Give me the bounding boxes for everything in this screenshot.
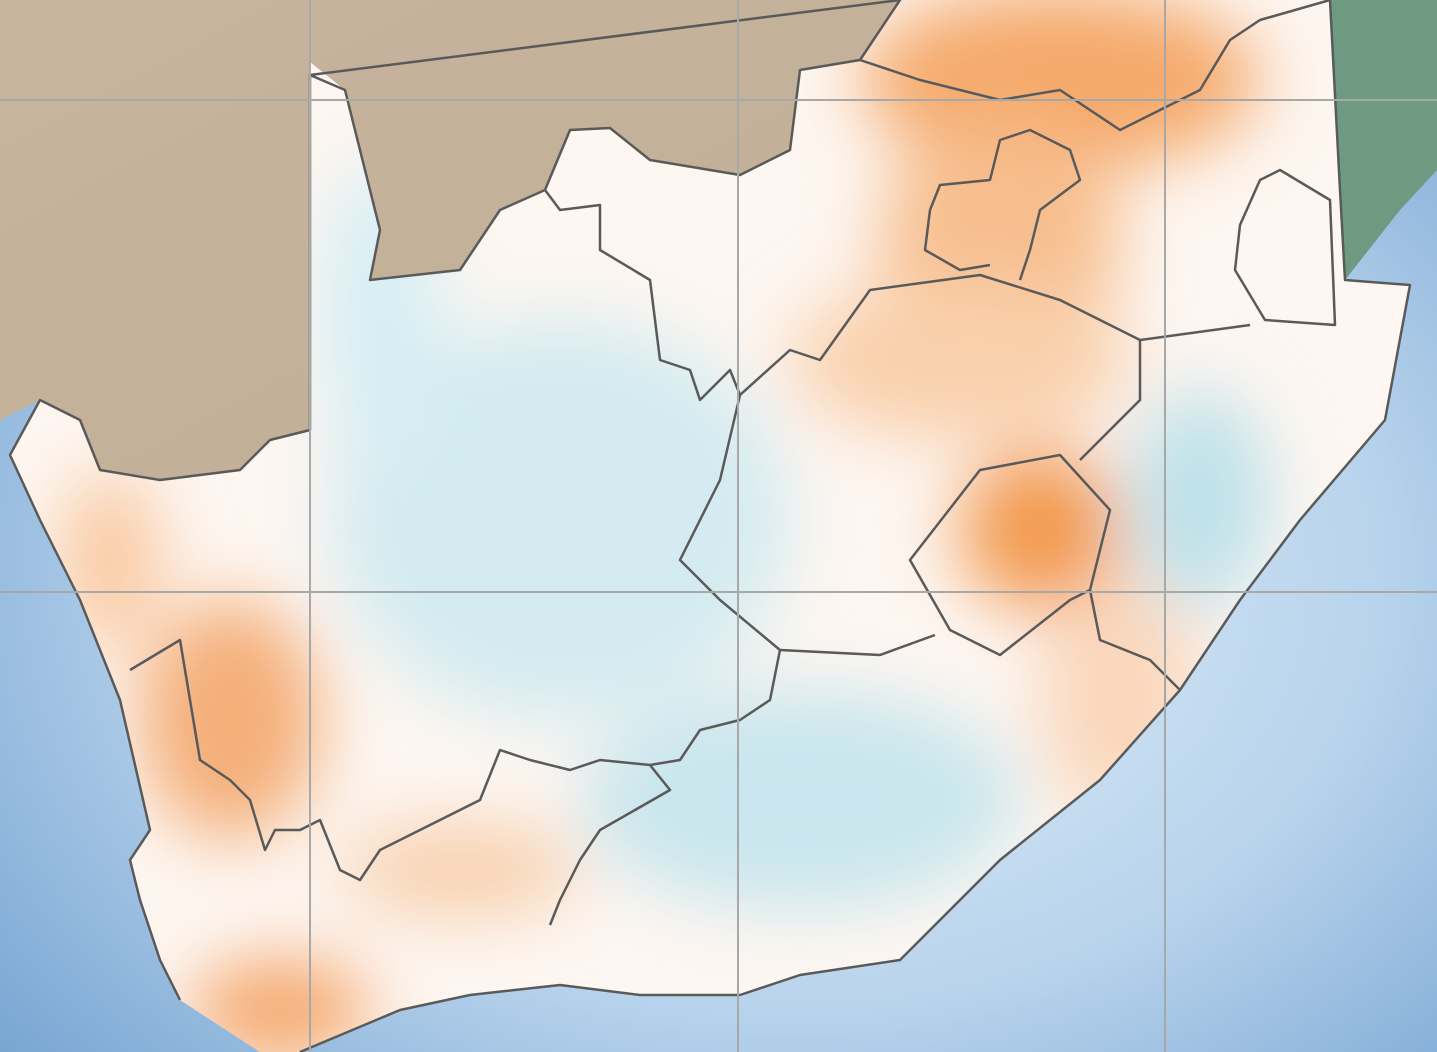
borders [8, 0, 1412, 1052]
land-north [0, 0, 900, 480]
land-east [1330, 0, 1437, 280]
